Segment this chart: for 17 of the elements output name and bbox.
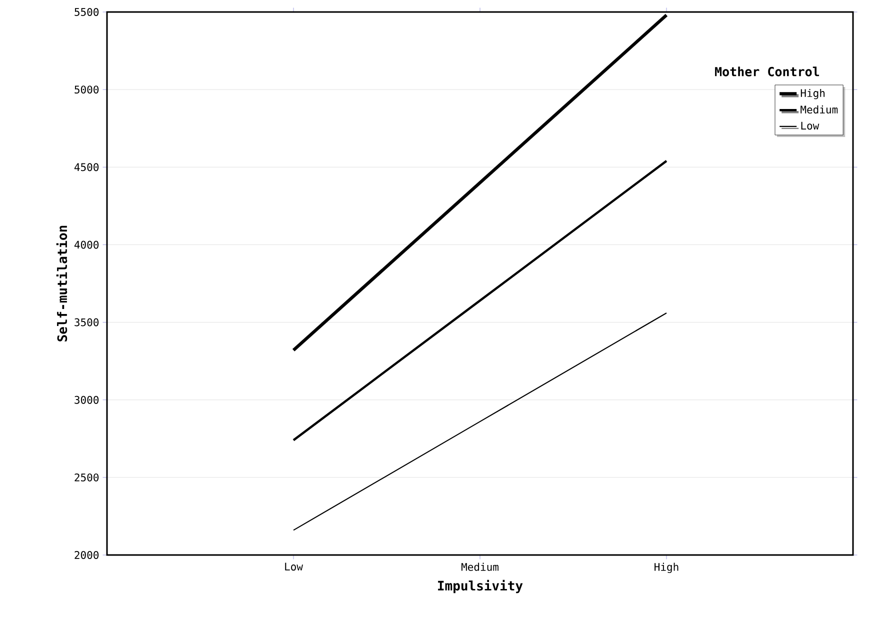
y-tick-label: 2000 xyxy=(74,551,99,559)
legend-label: High xyxy=(800,88,825,100)
x-axis-title: Impulsivity xyxy=(438,580,523,594)
y-tick-label: 2500 xyxy=(74,473,99,482)
y-tick-label: 3500 xyxy=(74,318,99,326)
legend-title: Mother Control xyxy=(715,66,820,76)
legend-label: Medium xyxy=(800,105,838,114)
y-axis-title: Self-mutilation xyxy=(56,226,68,342)
y-tick-label: 5500 xyxy=(74,8,99,16)
legend-label: Low xyxy=(801,122,820,130)
y-tick-label: 5000 xyxy=(74,86,99,94)
y-tick-label: 4000 xyxy=(74,240,99,249)
y-tick-label: 3000 xyxy=(74,396,99,404)
x-tick-label: High xyxy=(654,562,678,573)
y-tick-label: 4500 xyxy=(74,163,99,172)
x-tick-label: Medium xyxy=(461,562,498,571)
x-tick-label: Low xyxy=(285,562,303,571)
